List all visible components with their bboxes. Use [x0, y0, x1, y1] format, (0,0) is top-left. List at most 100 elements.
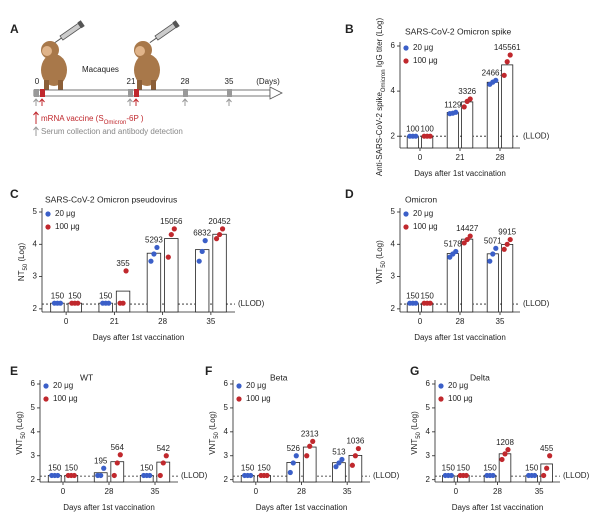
data-point	[148, 258, 154, 264]
data-point	[413, 133, 419, 139]
y-axis-label: Anti-SARS-CoV-2 spikeOmicron IgG titer (…	[375, 18, 386, 177]
data-point	[505, 447, 511, 453]
y-label-text: (Log)	[15, 411, 24, 432]
legend-label: 20 μg	[413, 209, 433, 218]
data-point	[507, 52, 513, 58]
y-axis-label: VNT50 (Log)	[410, 411, 421, 455]
data-point	[264, 472, 270, 479]
data-point	[98, 472, 104, 479]
value-label: 100	[406, 124, 420, 133]
x-tick-label: 0	[418, 153, 423, 162]
data-point	[57, 300, 64, 306]
y-label-subscript: Omicron	[381, 69, 387, 92]
panel-letter: C	[10, 187, 19, 201]
bar	[348, 454, 363, 483]
y-tick-label: 6	[391, 41, 396, 50]
y-tick-label: 4	[426, 427, 431, 436]
data-point	[507, 236, 513, 243]
panel-letter: A	[10, 22, 19, 36]
syringe-icon	[54, 20, 85, 44]
value-label: 564	[111, 443, 125, 452]
legend-label: 100 μg	[413, 56, 438, 65]
data-point	[352, 453, 358, 459]
value-label: 195	[94, 456, 108, 465]
panel-letter: B	[345, 22, 354, 36]
value-label: 5178	[444, 240, 462, 249]
data-point	[461, 240, 467, 246]
y-tick-label: 4	[33, 239, 38, 248]
y-label-text: VNT	[15, 439, 24, 455]
x-tick-label: 0	[61, 487, 66, 496]
bar	[212, 233, 227, 313]
value-label: 150	[406, 291, 420, 300]
x-axis-label: Days after 1st vaccination	[452, 503, 544, 512]
x-tick-label: 35	[151, 487, 160, 496]
data-point	[123, 268, 129, 274]
arrows	[33, 98, 232, 136]
data-point	[307, 443, 313, 449]
lod-label: (LLOD)	[523, 131, 550, 140]
chart-panel: F Beta 2 3 4 5 6 VNT50 (Log) Days after 1st vacc…	[205, 364, 400, 512]
y-label-text: VNT	[410, 439, 419, 455]
chart-title: Delta	[470, 372, 490, 382]
legend-label: 20 μg	[55, 209, 75, 218]
value-label: 2313	[301, 429, 319, 438]
y-axis-label: VNT50 (Log)	[15, 411, 26, 455]
value-label: 24661	[482, 68, 505, 77]
data-point	[336, 460, 342, 466]
legend-label: 100 μg	[448, 394, 473, 403]
data-point	[355, 445, 361, 452]
data-point	[333, 464, 339, 470]
legend-label: 20 μg	[53, 381, 73, 390]
data-point	[541, 472, 547, 479]
data-point	[163, 453, 169, 459]
y-tick-label: 4	[224, 427, 229, 436]
legend-label: 100 μg	[53, 394, 78, 403]
x-axis-label: Days after 1st vaccination	[93, 333, 185, 342]
y-tick-label: 2	[31, 475, 36, 484]
bar	[195, 249, 210, 313]
legend-label: 20 μg	[246, 381, 266, 390]
value-label: 150	[483, 464, 497, 473]
x-tick-label: 0	[418, 317, 423, 326]
data-point	[75, 300, 81, 306]
y-label-text: NT	[17, 270, 26, 281]
y-label-text: (Log)	[410, 411, 419, 432]
data-point	[493, 245, 499, 251]
legend-marker	[45, 224, 51, 230]
data-point	[427, 133, 433, 139]
legend-marker	[45, 211, 51, 217]
value-label: 1129	[444, 100, 462, 109]
y-label-text: IgG titer (Log)	[375, 18, 384, 70]
data-point	[490, 472, 496, 479]
y-label-subscript: 50	[416, 431, 422, 438]
data-point	[547, 453, 553, 459]
data-point	[248, 472, 254, 479]
vaccine-marker	[40, 89, 45, 97]
y-label-subscript: 50	[23, 263, 29, 270]
data-point	[101, 465, 107, 471]
data-point	[171, 226, 177, 232]
data-point	[310, 438, 316, 444]
serum-legend: Serum collection and antibody detection	[41, 127, 183, 136]
value-label: 150	[421, 291, 435, 300]
y-tick-label: 2	[391, 131, 396, 140]
y-label-subscript: 50	[214, 431, 220, 438]
legend-marker	[403, 58, 409, 64]
data-point	[114, 460, 120, 466]
data-point	[151, 251, 157, 257]
y-label-text: (Log)	[17, 243, 26, 264]
macaque-icon	[134, 41, 160, 90]
value-label: 455	[540, 444, 554, 453]
value-label: 145561	[494, 43, 521, 52]
legend-marker	[43, 383, 49, 389]
data-point	[504, 241, 510, 247]
bar	[446, 253, 459, 313]
data-point	[448, 472, 454, 479]
y-tick-label: 2	[426, 475, 431, 484]
data-point	[544, 465, 550, 471]
data-point	[502, 451, 508, 457]
chart-panel: B SARS-CoV-2 Omicron spike 2 4 6 Anti-SARS-Co…	[345, 18, 550, 179]
value-label: 150	[99, 291, 113, 300]
data-point	[293, 453, 299, 459]
